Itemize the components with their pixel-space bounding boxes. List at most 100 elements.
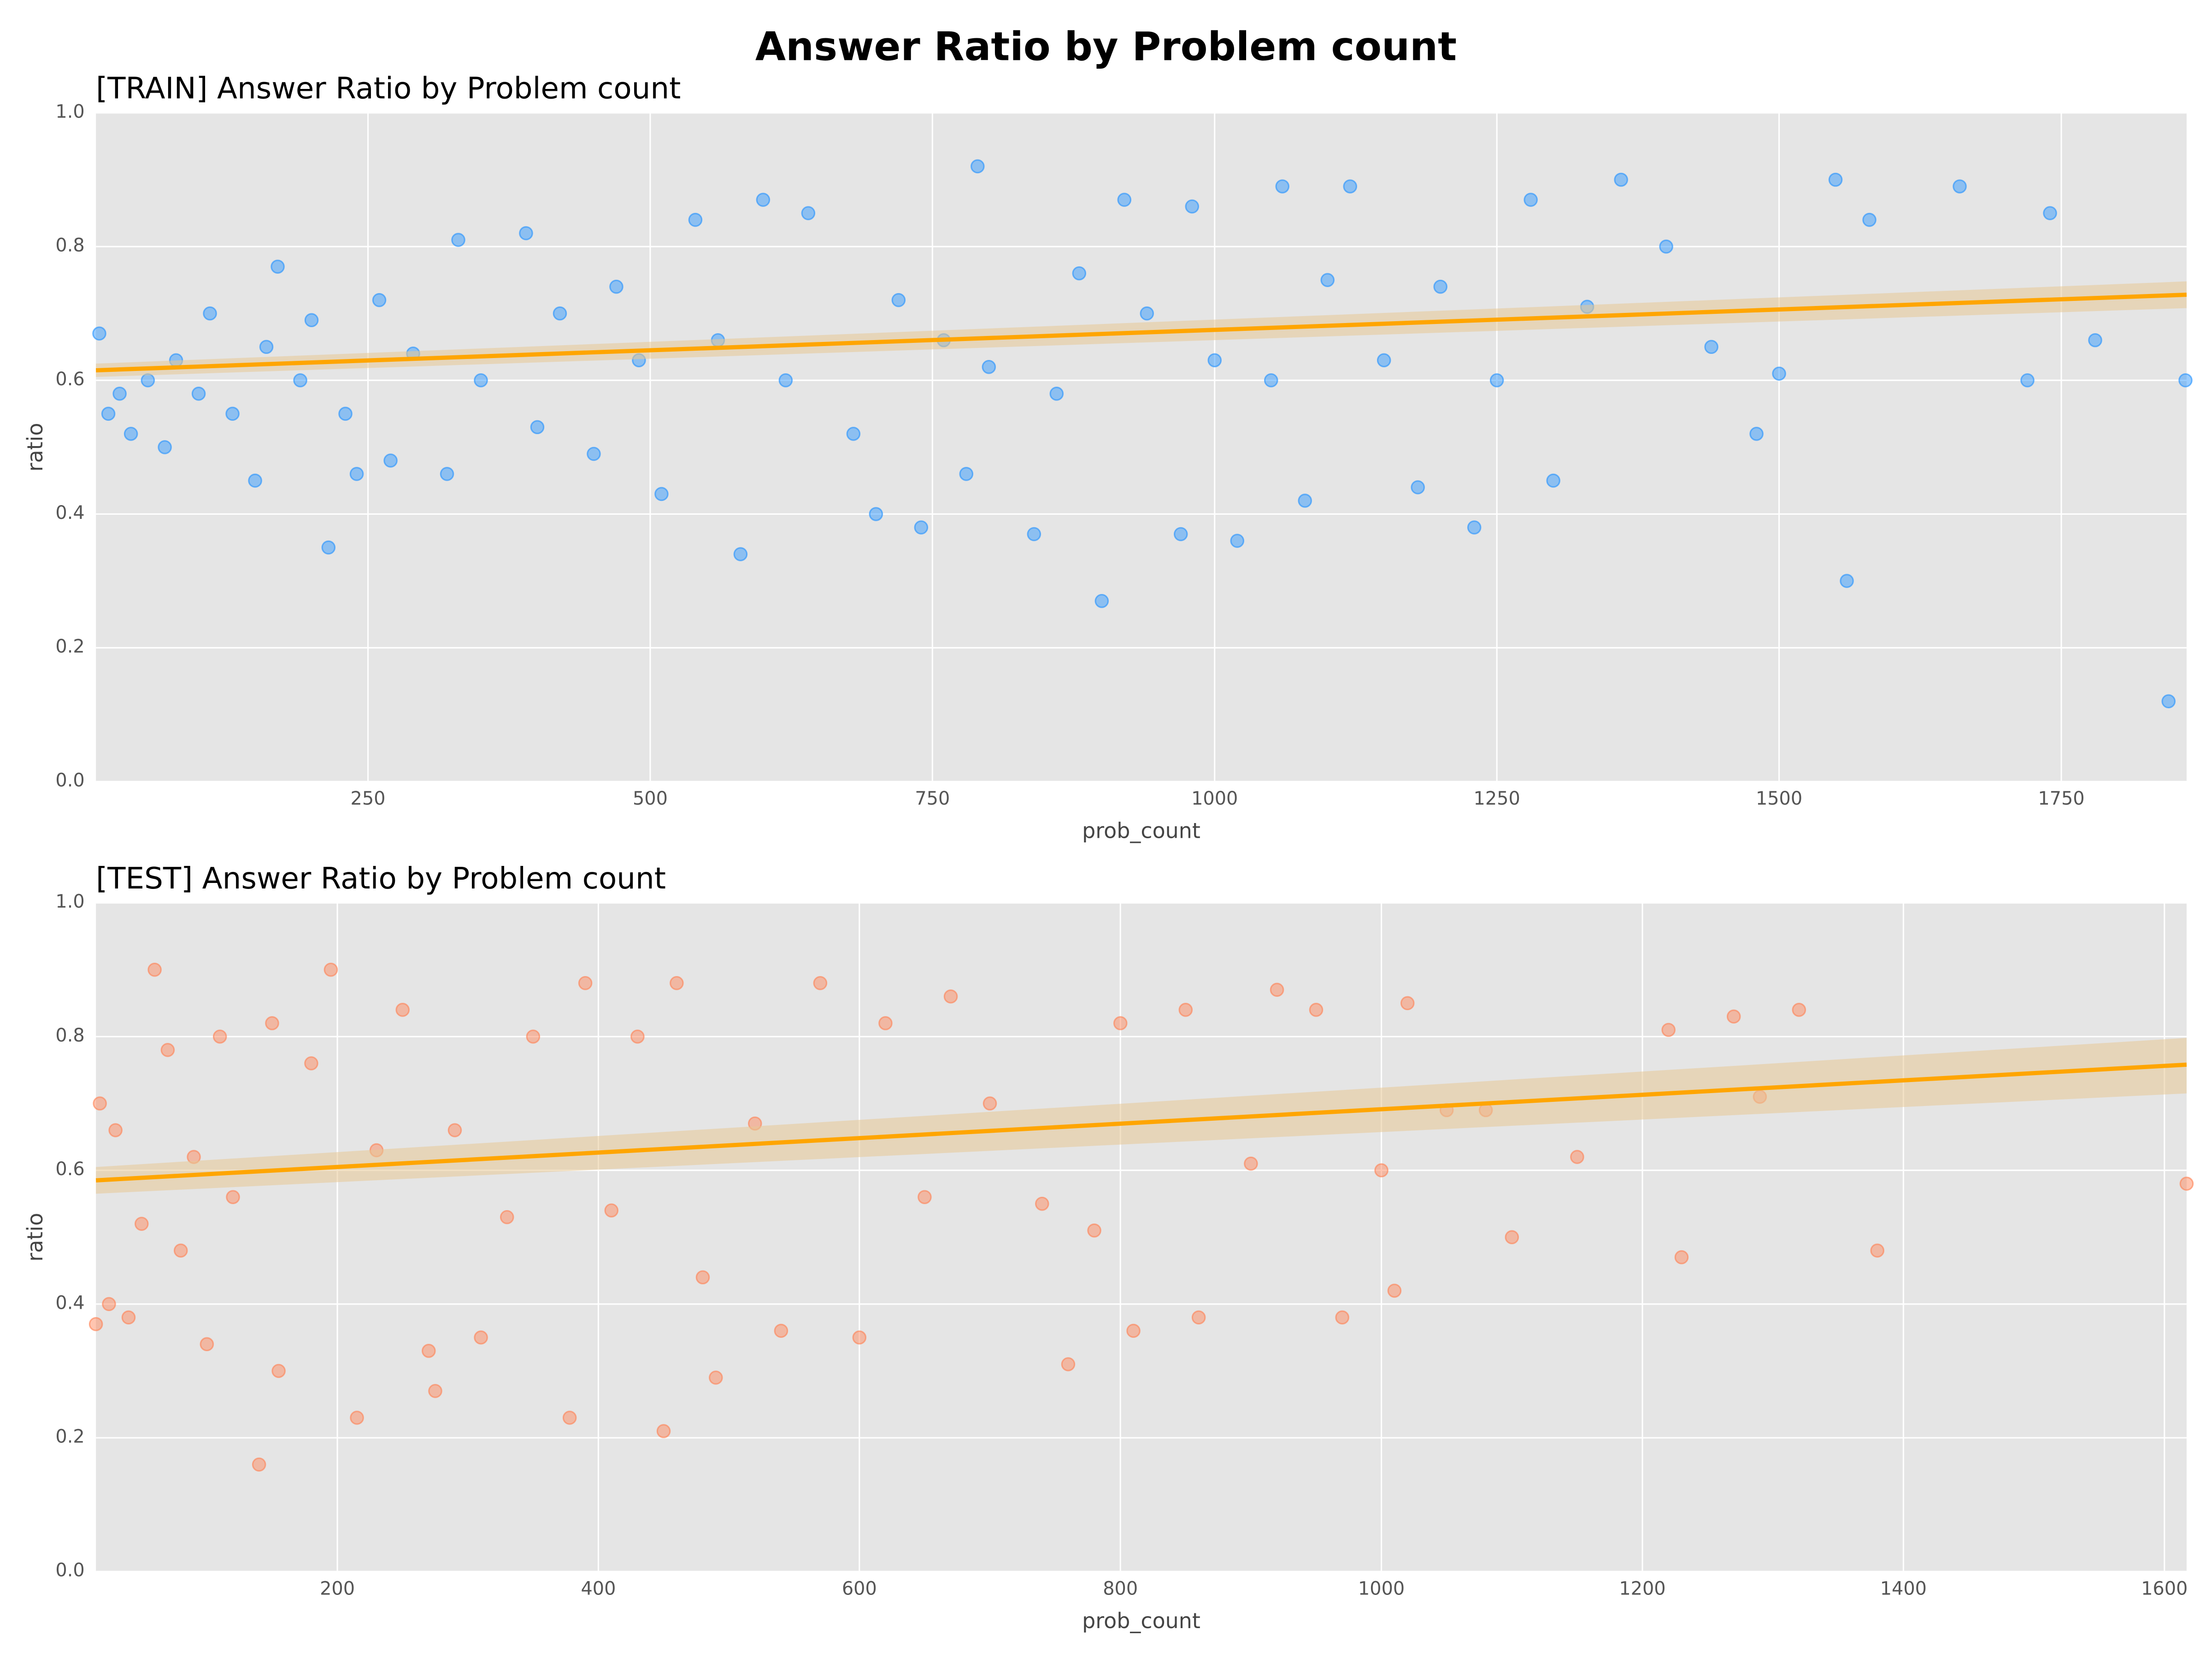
figure-title: Answer Ratio by Problem count	[755, 24, 1457, 70]
data-point	[530, 420, 545, 435]
data-point	[733, 547, 748, 561]
x-tick-label: 1500	[1756, 788, 1802, 809]
confidence-band	[96, 1038, 2187, 1194]
data-point	[971, 159, 985, 174]
data-point	[1035, 1196, 1049, 1211]
data-point	[226, 1190, 240, 1204]
data-point	[656, 1424, 671, 1438]
data-point	[578, 976, 593, 990]
data-point	[225, 406, 240, 421]
data-point	[93, 1096, 107, 1111]
data-point	[604, 1203, 619, 1218]
y-tick-label: 0.2	[55, 636, 84, 657]
data-point	[943, 989, 958, 1004]
y-tick-label: 0.8	[55, 1025, 84, 1046]
data-point	[1270, 982, 1284, 997]
data-point	[1546, 473, 1560, 488]
data-point	[203, 306, 217, 321]
data-point	[1862, 212, 1877, 227]
data-point	[869, 507, 883, 521]
data-point	[2088, 333, 2102, 347]
data-point	[1320, 273, 1335, 287]
data-point	[447, 1123, 462, 1137]
data-point	[878, 1016, 893, 1030]
x-tick-label: 750	[915, 788, 950, 809]
data-point	[121, 1310, 136, 1325]
data-point	[2179, 1177, 2194, 1191]
x-tick-label: 800	[1103, 1578, 1138, 1600]
data-point	[1298, 494, 1312, 508]
data-point	[1027, 527, 1041, 541]
data-point	[1400, 996, 1415, 1011]
y-tick-label: 1.0	[55, 891, 84, 912]
data-point	[1524, 193, 1538, 207]
data-point	[519, 226, 533, 241]
data-point	[1772, 366, 1786, 381]
data-point	[1185, 199, 1200, 214]
data-point	[959, 467, 974, 481]
data-point	[1505, 1230, 1519, 1244]
data-point	[891, 293, 906, 307]
data-point	[1792, 1003, 1806, 1017]
data-point	[349, 467, 364, 481]
data-point	[271, 1364, 286, 1378]
data-point	[709, 1371, 723, 1385]
data-point	[695, 1270, 710, 1285]
data-point	[2161, 694, 2176, 709]
data-point	[1953, 179, 1967, 194]
data-point	[134, 1217, 149, 1231]
data-point	[321, 540, 336, 555]
data-point	[1244, 1156, 1258, 1171]
x-tick-label: 1600	[2141, 1578, 2188, 1600]
plot-area	[96, 112, 2187, 782]
data-point	[1094, 594, 1109, 608]
data-point	[918, 1190, 932, 1204]
data-point	[1433, 279, 1447, 294]
data-point	[1173, 527, 1188, 541]
y-tick-label: 1.0	[55, 101, 84, 122]
data-point	[1309, 1003, 1324, 1017]
data-point	[1374, 1163, 1388, 1177]
data-point	[1840, 574, 1854, 588]
regression-line	[95, 1062, 2187, 1182]
data-point	[1387, 1283, 1402, 1298]
y-tick-label: 0.6	[55, 369, 84, 390]
data-point	[383, 453, 398, 468]
data-point	[1072, 266, 1087, 281]
data-point	[670, 976, 684, 990]
data-point	[372, 293, 387, 307]
data-point	[248, 473, 262, 488]
data-point	[88, 1317, 103, 1331]
data-point	[1140, 306, 1154, 321]
data-point	[1207, 353, 1222, 368]
data-point	[451, 233, 465, 247]
x-tick-label: 600	[842, 1578, 877, 1600]
data-point	[271, 259, 285, 274]
data-point	[562, 1411, 577, 1425]
data-point	[1659, 239, 1673, 254]
data-point	[1674, 1250, 1689, 1265]
data-point	[587, 447, 601, 461]
data-point	[1117, 193, 1132, 207]
data-point	[101, 406, 116, 421]
x-tick-label: 1250	[1474, 788, 1520, 809]
data-point	[1275, 179, 1290, 194]
data-point	[112, 387, 127, 401]
x-axis-label: prob_count	[1082, 1608, 1200, 1633]
data-point	[2178, 373, 2193, 388]
data-point	[2043, 206, 2057, 220]
data-point	[92, 326, 106, 341]
data-point	[141, 373, 155, 388]
y-axis-label: ratio	[23, 423, 47, 471]
data-point	[124, 427, 138, 441]
x-tick-label: 1200	[1619, 1578, 1665, 1600]
x-axis-label: prob_count	[1082, 818, 1200, 843]
x-tick-label: 1400	[1880, 1578, 1927, 1600]
data-point	[1126, 1324, 1141, 1338]
panel-title: [TEST] Answer Ratio by Problem count	[96, 861, 666, 896]
data-point	[1178, 1003, 1193, 1017]
y-tick-label: 0.6	[55, 1159, 84, 1180]
data-point	[500, 1210, 514, 1224]
data-point	[1087, 1223, 1101, 1238]
